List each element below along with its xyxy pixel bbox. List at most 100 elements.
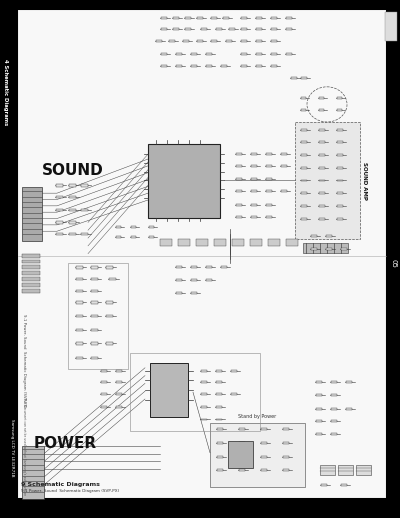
Bar [91, 266, 98, 268]
Bar [266, 215, 272, 218]
Bar [196, 239, 208, 246]
Bar [283, 456, 289, 457]
Bar [337, 154, 343, 156]
Bar [319, 141, 325, 143]
Bar [0, 0, 18, 506]
Bar [319, 192, 325, 194]
Bar [251, 190, 257, 192]
Bar [281, 190, 287, 192]
Bar [256, 53, 262, 54]
Bar [76, 278, 83, 280]
Bar [266, 190, 272, 192]
Bar [231, 370, 237, 372]
Bar [149, 226, 154, 228]
Bar [346, 381, 352, 383]
Bar [321, 484, 327, 486]
Bar [81, 209, 88, 211]
Bar [266, 178, 272, 180]
Bar [197, 17, 203, 19]
Bar [266, 204, 272, 206]
Bar [201, 370, 207, 372]
Bar [319, 167, 325, 169]
Bar [239, 469, 245, 471]
Bar [149, 236, 154, 238]
Bar [316, 433, 322, 435]
Bar [286, 17, 292, 19]
Bar [256, 17, 262, 19]
Bar [148, 145, 220, 218]
Bar [337, 96, 342, 98]
Bar [81, 233, 88, 235]
Bar [183, 40, 189, 42]
Text: SOUND AMP: SOUND AMP [362, 162, 367, 199]
Bar [0, 498, 400, 506]
Bar [91, 328, 98, 331]
Bar [116, 236, 121, 238]
Bar [266, 153, 272, 155]
Text: 05: 05 [391, 259, 397, 268]
Bar [326, 235, 332, 237]
Bar [385, 12, 397, 41]
Bar [295, 122, 360, 239]
Bar [22, 260, 40, 264]
Bar [69, 209, 76, 211]
Bar [250, 239, 262, 246]
Bar [337, 141, 343, 143]
Bar [201, 393, 207, 395]
Text: 9-1 Power, Sound  Schematic Diagram (SVP-PX): 9-1 Power, Sound Schematic Diagram (SVP-… [21, 489, 119, 493]
Bar [101, 370, 107, 372]
Bar [346, 408, 352, 410]
Bar [301, 141, 307, 143]
Bar [211, 40, 217, 42]
Bar [301, 192, 307, 194]
Bar [286, 53, 292, 54]
Bar [241, 28, 247, 30]
Bar [316, 421, 322, 422]
Bar [256, 28, 262, 30]
Bar [266, 165, 272, 167]
Bar [69, 221, 76, 224]
Bar [176, 292, 182, 294]
Bar [101, 393, 107, 395]
Bar [201, 406, 207, 408]
Bar [337, 192, 343, 194]
Bar [251, 215, 257, 218]
Bar [91, 278, 98, 280]
Bar [91, 290, 98, 292]
Bar [261, 428, 267, 430]
Bar [22, 188, 42, 241]
Bar [216, 406, 222, 408]
Bar [22, 283, 40, 287]
Bar [211, 17, 217, 19]
Bar [216, 370, 222, 372]
Bar [319, 205, 325, 207]
Bar [76, 357, 83, 359]
Bar [337, 129, 343, 131]
Bar [271, 65, 277, 67]
Bar [160, 239, 172, 246]
Bar [311, 248, 317, 250]
Bar [319, 109, 324, 111]
Bar [337, 109, 342, 111]
Bar [201, 419, 207, 421]
Bar [116, 393, 122, 395]
Text: 9-1 Power, Sound  Schematic Diagram (SVP-PX): 9-1 Power, Sound Schematic Diagram (SVP-… [22, 314, 26, 408]
Bar [0, 0, 400, 10]
Bar [56, 196, 63, 198]
Bar [283, 469, 289, 471]
Bar [268, 239, 280, 246]
Bar [271, 53, 277, 54]
Bar [261, 456, 267, 457]
Bar [206, 65, 212, 67]
Bar [239, 456, 245, 457]
Bar [281, 153, 287, 155]
Bar [271, 28, 277, 30]
Bar [331, 394, 337, 396]
Bar [217, 428, 223, 430]
Bar [316, 394, 322, 396]
Bar [316, 381, 322, 383]
Bar [236, 178, 242, 180]
Bar [223, 17, 229, 19]
Bar [214, 239, 226, 246]
Bar [251, 153, 257, 155]
